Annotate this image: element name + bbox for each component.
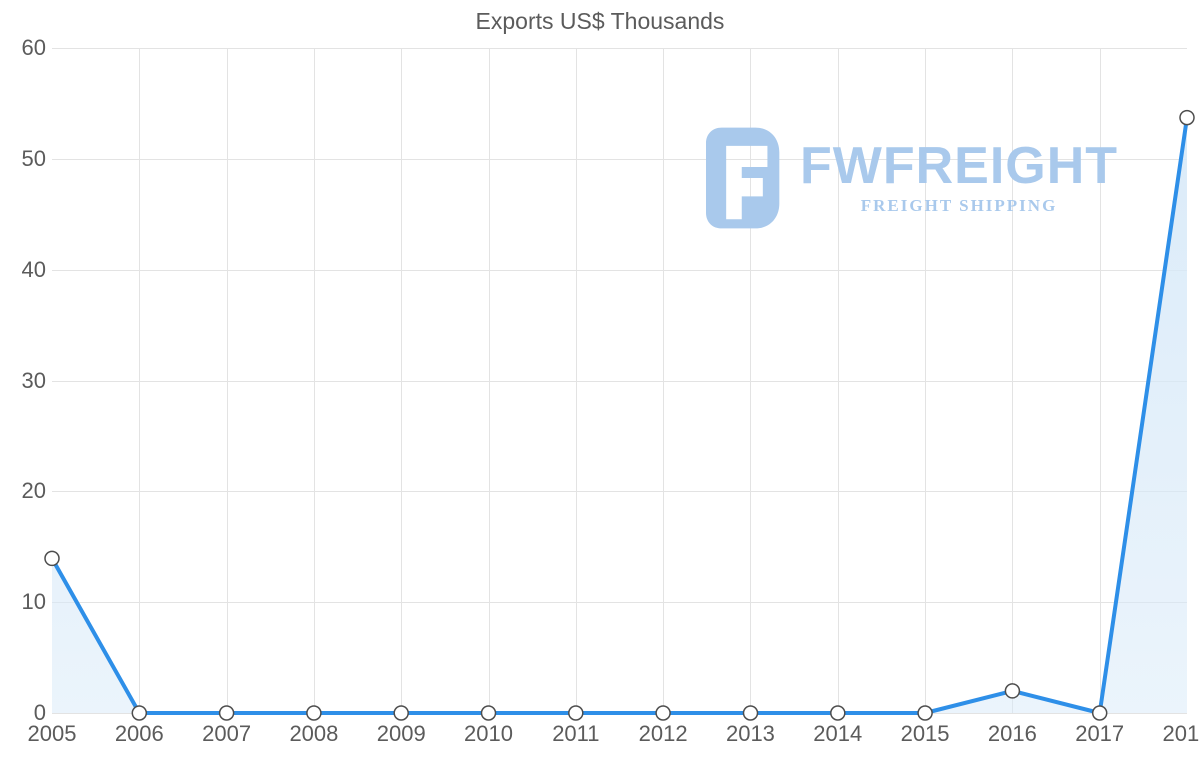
data-point-2011[interactable] <box>569 706 583 720</box>
x-axis-label-2015: 2015 <box>901 721 950 747</box>
data-point-2016[interactable] <box>1005 684 1019 698</box>
chart-area-fill <box>52 118 1187 713</box>
data-point-2017[interactable] <box>1093 706 1107 720</box>
y-axis-label-50: 50 <box>22 146 46 172</box>
chart-line <box>52 118 1187 713</box>
x-axis-label-2017: 2017 <box>1075 721 1124 747</box>
x-axis-label-2007: 2007 <box>202 721 251 747</box>
chart-title: Exports US$ Thousands <box>0 8 1200 35</box>
data-point-2007[interactable] <box>220 706 234 720</box>
data-point-2013[interactable] <box>744 706 758 720</box>
x-axis-label-2012: 2012 <box>639 721 688 747</box>
x-axis-label-2018: 2018 <box>1163 721 1200 747</box>
y-axis-label-60: 60 <box>22 35 46 61</box>
data-point-2006[interactable] <box>132 706 146 720</box>
x-axis-label-2008: 2008 <box>289 721 338 747</box>
plot-area: 60 50 40 30 20 10 0 2005 2006 2007 2008 … <box>52 48 1187 713</box>
x-axis-label-2005: 2005 <box>28 721 77 747</box>
x-axis-label-2013: 2013 <box>726 721 775 747</box>
data-point-2014[interactable] <box>831 706 845 720</box>
y-axis-label-40: 40 <box>22 257 46 283</box>
data-point-2010[interactable] <box>482 706 496 720</box>
data-point-2005[interactable] <box>45 551 59 565</box>
y-axis-label-20: 20 <box>22 478 46 504</box>
y-axis-label-30: 30 <box>22 368 46 394</box>
x-axis-label-2009: 2009 <box>377 721 426 747</box>
data-point-2018[interactable] <box>1180 111 1194 125</box>
data-point-2015[interactable] <box>918 706 932 720</box>
y-axis-label-10: 10 <box>22 589 46 615</box>
x-axis-label-2006: 2006 <box>115 721 164 747</box>
data-point-2008[interactable] <box>307 706 321 720</box>
x-axis-label-2014: 2014 <box>813 721 862 747</box>
data-point-2012[interactable] <box>656 706 670 720</box>
chart-container: Exports US$ Thousands 60 <box>0 0 1200 763</box>
y-axis-labels: 60 50 40 30 20 10 0 <box>2 48 46 713</box>
line-chart-svg <box>52 48 1187 713</box>
x-axis-label-2010: 2010 <box>464 721 513 747</box>
data-point-2009[interactable] <box>394 706 408 720</box>
x-axis-label-2016: 2016 <box>988 721 1037 747</box>
x-axis-label-2011: 2011 <box>552 721 599 747</box>
